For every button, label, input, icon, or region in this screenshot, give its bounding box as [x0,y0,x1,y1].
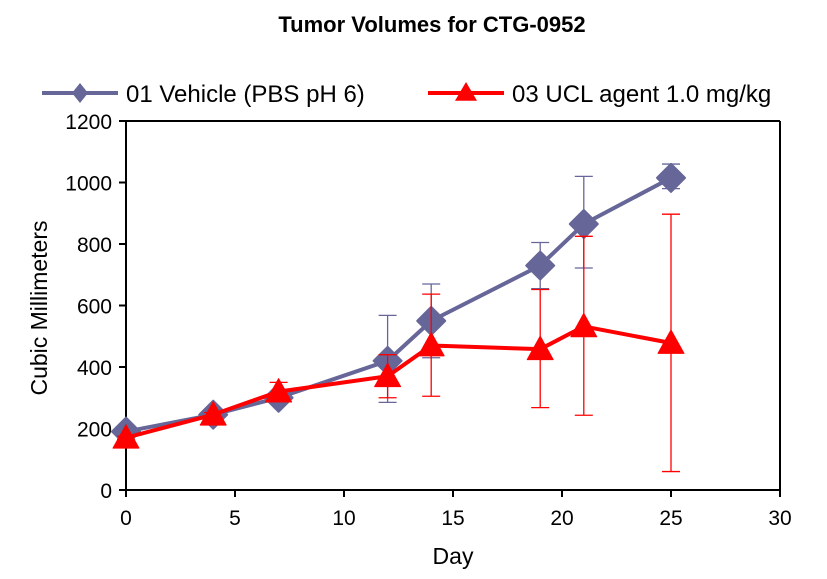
series-vehicle [111,162,686,447]
y-tick-label: 0 [100,480,112,503]
y-tick-label: 400 [77,357,112,380]
data-point [570,312,598,338]
legend-triangle-icon [455,82,477,101]
x-tick-label: 30 [768,507,791,530]
series-ucl-agent [112,213,685,473]
y-tick-label: 600 [77,296,112,319]
data-point [374,362,402,388]
x-tick-label: 5 [229,507,241,530]
legend-label: 01 Vehicle (PBS pH 6) [126,81,365,108]
data-point [526,335,554,361]
plot-area [111,162,686,473]
legend-item: 03 UCL agent 1.0 mg/kg [428,81,771,108]
legend-item: 01 Vehicle (PBS pH 6) [42,81,365,108]
data-point [657,329,685,354]
x-axis-label: Day [433,543,474,569]
x-tick-label: 0 [120,507,132,530]
data-point [112,424,140,449]
chart-title: Tumor Volumes for CTG-0952 [278,12,585,37]
legend: 01 Vehicle (PBS pH 6) 03 UCL agent 1.0 mg… [42,81,771,108]
x-tick-label: 10 [332,507,355,530]
y-axis-ticks: 0 200 400 600 800 1000 1200 [65,111,127,503]
x-tick-label: 20 [550,507,573,530]
x-tick-label: 25 [659,507,682,530]
data-point [417,331,445,357]
y-tick-label: 800 [77,234,112,257]
legend-diamond-icon [72,83,88,103]
legend-label: 03 UCL agent 1.0 mg/kg [512,81,771,108]
x-tick-label: 15 [441,507,464,530]
y-axis-label: Cubic Millimeters [26,220,52,395]
y-tick-label: 1200 [65,111,112,134]
x-axis-ticks: 0 5 10 15 20 25 30 [120,489,792,530]
data-point [265,378,293,403]
y-tick-label: 1000 [65,173,112,196]
data-point [656,162,686,193]
data-point [199,401,227,426]
y-tick-label: 200 [77,419,112,442]
data-point [525,250,556,281]
